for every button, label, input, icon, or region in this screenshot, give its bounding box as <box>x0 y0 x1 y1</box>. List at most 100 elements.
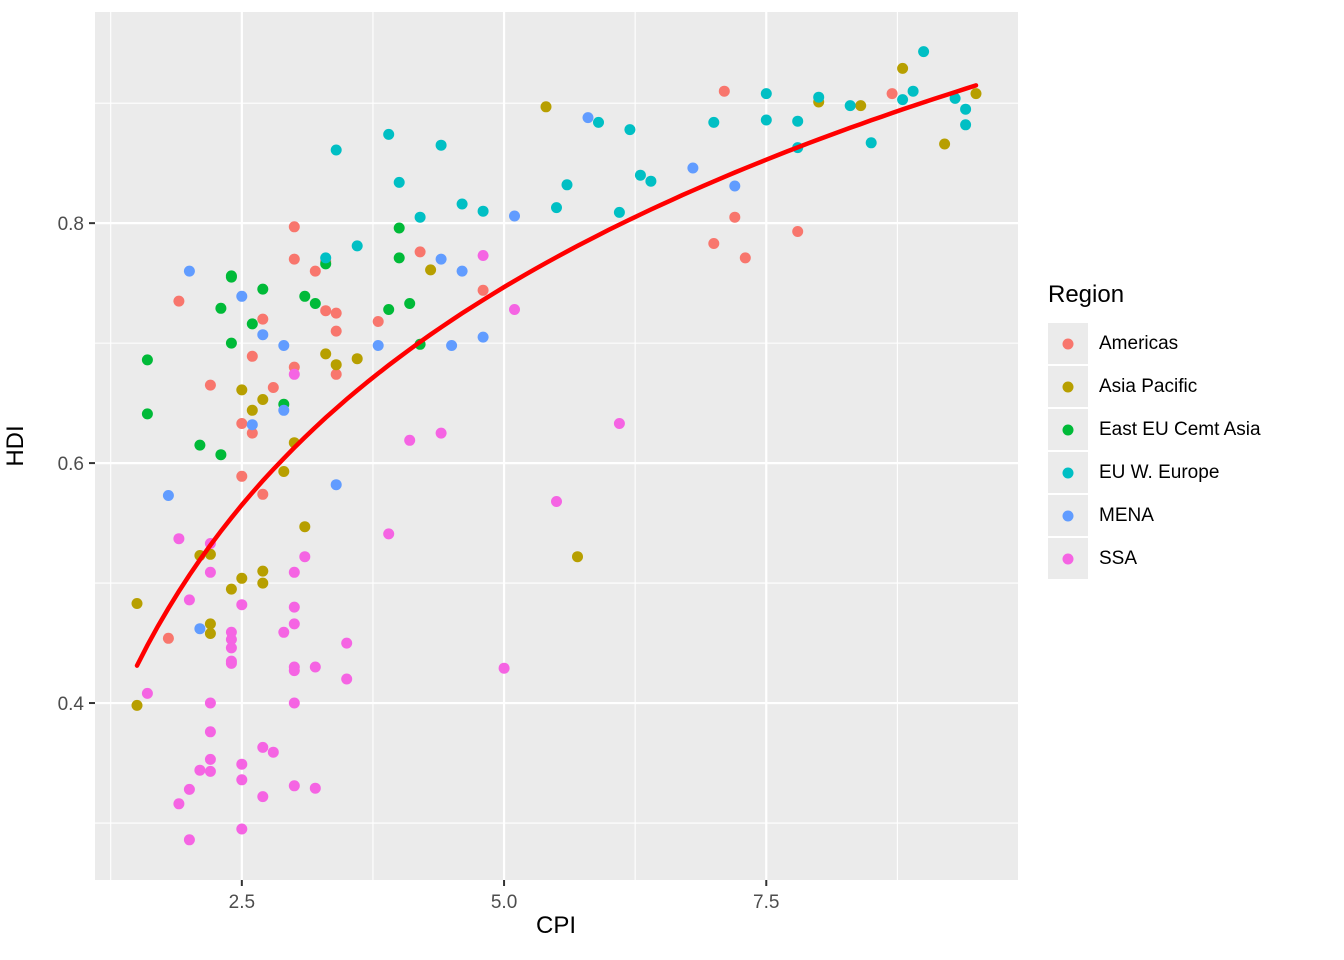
data-point-ssa <box>183 783 195 795</box>
data-point-asia-pacific <box>425 264 437 276</box>
data-point-asia-pacific <box>278 466 290 477</box>
data-point-americas <box>708 238 720 249</box>
data-point-east-eu-cemt-asia <box>383 304 395 315</box>
data-point-eu-w-europe <box>907 85 919 97</box>
data-point-mena <box>372 340 384 351</box>
data-point-east-eu-cemt-asia <box>246 318 258 330</box>
legend: Region Americas Asia Pacific East EU Cemt … <box>1048 281 1261 581</box>
data-point-americas <box>204 379 216 391</box>
data-point-ssa <box>288 780 300 792</box>
data-point-ssa <box>257 791 269 803</box>
data-point-eu-w-europe <box>949 92 961 104</box>
legend-item-label: MENA <box>1099 504 1154 526</box>
legend-key <box>1048 495 1088 536</box>
data-point-east-eu-cemt-asia <box>393 222 405 234</box>
data-point-east-eu-cemt-asia <box>257 283 269 295</box>
data-point-asia-pacific <box>320 348 332 360</box>
data-point-ssa <box>288 618 300 630</box>
data-point-mena <box>162 490 174 501</box>
data-point-eu-w-europe <box>844 100 856 112</box>
legend-key <box>1048 409 1088 450</box>
data-point-asia-pacific <box>897 62 909 74</box>
data-point-mena <box>456 265 468 277</box>
data-point-asia-pacific <box>131 598 143 609</box>
data-point-eu-w-europe <box>865 137 877 149</box>
legend-dot-icon <box>1062 467 1074 478</box>
data-point-east-eu-cemt-asia <box>225 337 237 349</box>
x-tick-label: 5.0 <box>491 892 517 913</box>
data-point-east-eu-cemt-asia <box>309 298 321 309</box>
data-point-americas <box>792 226 804 237</box>
legend-dot-icon <box>1062 510 1074 521</box>
data-point-ssa <box>236 823 248 835</box>
data-point-eu-w-europe <box>593 116 604 128</box>
legend-items: Americas Asia Pacific East EU Cemt Asia EU … <box>1048 323 1261 579</box>
x-axis-title: CPI <box>535 912 577 939</box>
data-point-eu-w-europe <box>760 88 772 100</box>
data-point-eu-w-europe <box>634 169 646 181</box>
data-point-ssa <box>141 687 153 699</box>
data-point-mena <box>729 180 741 192</box>
legend-dot-icon <box>1062 381 1074 392</box>
data-point-eu-w-europe <box>897 94 909 106</box>
legend-item-asia-pacific: Asia Pacific <box>1048 366 1261 407</box>
data-point-east-eu-cemt-asia <box>141 354 153 366</box>
data-point-eu-w-europe <box>813 91 825 103</box>
data-point-ssa <box>183 834 195 846</box>
data-point-ssa <box>204 753 216 765</box>
data-point-mena <box>257 329 269 341</box>
data-point-mena <box>687 162 699 174</box>
data-point-asia-pacific <box>855 100 867 112</box>
data-point-mena <box>278 404 290 416</box>
data-point-ssa <box>278 626 290 638</box>
data-point-mena <box>194 623 206 635</box>
data-point-ssa <box>613 418 625 429</box>
data-point-americas <box>288 221 300 233</box>
data-point-americas <box>246 427 258 439</box>
data-point-mena <box>330 479 342 491</box>
data-point-americas <box>330 368 342 380</box>
legend-title: Region <box>1048 281 1125 308</box>
data-point-ssa <box>204 697 216 709</box>
data-point-east-eu-cemt-asia <box>393 252 405 264</box>
y-axis-title: HDI <box>2 425 29 467</box>
data-point-eu-w-europe <box>645 175 657 187</box>
legend-dot-icon <box>1062 553 1074 564</box>
data-point-ssa <box>236 774 248 786</box>
data-point-asia-pacific <box>204 618 216 630</box>
data-point-asia-pacific <box>225 583 237 595</box>
trend-line <box>134 83 979 668</box>
data-point-ssa <box>341 673 353 685</box>
legend-item-ssa: SSA <box>1048 538 1261 579</box>
data-point-mena <box>435 253 447 265</box>
data-point-mena <box>183 265 195 277</box>
data-point-ssa <box>173 533 185 545</box>
data-point-mena <box>246 419 258 431</box>
data-point-eu-w-europe <box>708 116 720 128</box>
data-point-asia-pacific <box>299 521 311 533</box>
data-point-asia-pacific <box>351 353 363 365</box>
data-point-americas <box>309 265 321 277</box>
data-point-americas <box>739 252 751 264</box>
data-point-eu-w-europe <box>393 176 405 188</box>
data-point-ssa <box>509 304 520 315</box>
data-point-asia-pacific <box>257 565 269 577</box>
legend-item-label: SSA <box>1099 547 1138 569</box>
data-point-asia-pacific <box>257 577 269 589</box>
data-point-americas <box>330 325 342 337</box>
data-point-asia-pacific <box>572 551 583 563</box>
data-point-asia-pacific <box>540 101 552 113</box>
data-point-asia-pacific <box>236 572 248 584</box>
data-point-eu-w-europe <box>624 124 636 136</box>
data-point-eu-w-europe <box>414 211 426 223</box>
data-point-mena <box>509 210 520 222</box>
data-point-ssa <box>288 566 300 578</box>
data-point-americas <box>236 470 248 482</box>
data-point-americas <box>267 382 279 393</box>
data-point-ssa <box>225 655 237 667</box>
data-point-americas <box>173 295 185 307</box>
data-point-ssa <box>267 746 279 758</box>
data-point-ssa <box>204 566 216 578</box>
data-point-mena <box>477 331 489 343</box>
data-point-east-eu-cemt-asia <box>141 408 153 420</box>
